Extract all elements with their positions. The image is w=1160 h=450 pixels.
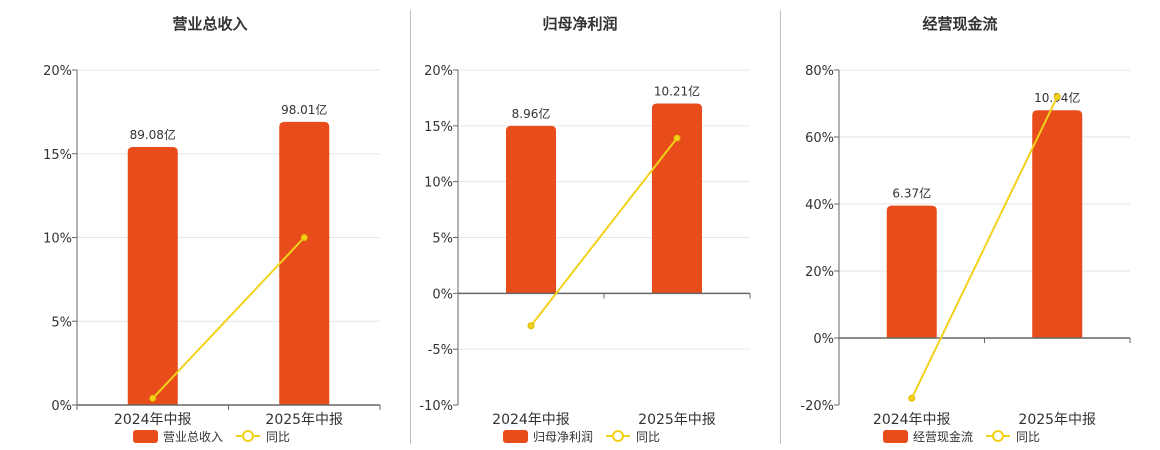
bar bbox=[127, 147, 178, 406]
chart-title: 经营现金流 bbox=[922, 15, 997, 33]
chart-2: 归母净利润 -10% -5% 0% 5% 10% 15% 20% 8.96亿 10.21亿 2024… bbox=[419, 15, 751, 444]
legend-bar-swatch bbox=[503, 430, 528, 443]
bar bbox=[652, 103, 702, 294]
y-tick-label: 15% bbox=[43, 148, 72, 163]
bar bbox=[886, 205, 937, 338]
yoy-point bbox=[673, 134, 681, 142]
bar-value-label: 6.37亿 bbox=[892, 186, 931, 201]
legend: 归母净利润 同比 bbox=[503, 430, 660, 444]
legend-bar-label: 经营现金流 bbox=[913, 429, 973, 444]
yoy-point bbox=[300, 234, 308, 241]
legend-bar-swatch bbox=[883, 430, 908, 443]
bar-value-label: 10.21亿 bbox=[654, 84, 700, 99]
y-tick-label: 10% bbox=[43, 232, 72, 247]
y-tick-label: 5% bbox=[432, 232, 453, 247]
legend-line-marker bbox=[992, 430, 1004, 442]
x-tick-label: 2025年中报 bbox=[265, 412, 343, 428]
chart-1: 营业总收入 0% 5% 10% 15% 20% 89.08亿 98.01亿 2024年中报 202… bbox=[43, 15, 381, 444]
chart-3: 经营现金流-20%0%20%40%60%80%6.37亿10.94亿2024年中… bbox=[800, 15, 1131, 444]
panel-divider-1 bbox=[410, 10, 411, 444]
y-tick-label: 40% bbox=[805, 198, 834, 213]
yoy-point bbox=[149, 394, 157, 402]
x-tick-label: 2025年中报 bbox=[638, 412, 716, 428]
legend-line-label: 同比 bbox=[1016, 430, 1040, 444]
bar bbox=[279, 121, 330, 406]
y-tick-label: 80% bbox=[805, 64, 834, 79]
yoy-point bbox=[527, 322, 535, 330]
y-tick-label: -10% bbox=[419, 399, 453, 414]
bar-value-label: 98.01亿 bbox=[281, 102, 327, 117]
chart-title: 营业总收入 bbox=[172, 15, 247, 33]
legend: 营业总收入 同比 bbox=[133, 430, 290, 444]
x-tick-label: 2024年中报 bbox=[114, 412, 192, 428]
y-tick-label: 15% bbox=[424, 120, 453, 135]
legend-line-marker bbox=[612, 430, 624, 442]
y-tick-label: 20% bbox=[43, 64, 72, 79]
y-tick-label: 20% bbox=[805, 265, 834, 280]
yoy-line bbox=[530, 137, 678, 327]
x-tick-label: 2024年中报 bbox=[492, 412, 570, 428]
legend-bar-label: 归母净利润 bbox=[533, 430, 593, 444]
legend-bar-swatch bbox=[133, 430, 158, 443]
x-tick-label: 2024年中报 bbox=[873, 412, 951, 428]
yoy-point bbox=[1053, 93, 1061, 101]
y-tick-label: -20% bbox=[800, 399, 834, 414]
yoy-line bbox=[152, 236, 305, 399]
y-tick-label: 0% bbox=[51, 399, 72, 414]
yoy-point bbox=[908, 394, 916, 402]
legend-bar-label: 营业总收入 bbox=[163, 430, 223, 444]
legend-line-marker bbox=[242, 430, 254, 442]
legend-line-label: 同比 bbox=[636, 430, 660, 444]
y-tick-label: 0% bbox=[432, 287, 453, 302]
bar bbox=[506, 125, 556, 294]
chart-title: 归母净利润 bbox=[542, 15, 617, 33]
legend: 经营现金流 同比 bbox=[883, 429, 1040, 444]
bar-value-label: 89.08亿 bbox=[130, 127, 176, 142]
panel-divider-2 bbox=[780, 10, 781, 444]
bar-value-label: 8.96亿 bbox=[512, 106, 551, 121]
bar bbox=[1032, 110, 1083, 338]
yoy-line bbox=[910, 96, 1059, 399]
y-tick-label: 5% bbox=[51, 315, 72, 330]
y-tick-label: 60% bbox=[805, 131, 834, 146]
legend-line-label: 同比 bbox=[266, 430, 290, 444]
x-tick-label: 2025年中报 bbox=[1018, 412, 1096, 428]
y-tick-label: 10% bbox=[424, 176, 453, 191]
y-tick-label: -5% bbox=[428, 343, 453, 358]
y-tick-label: 20% bbox=[424, 64, 453, 79]
y-tick-label: 0% bbox=[813, 332, 834, 347]
